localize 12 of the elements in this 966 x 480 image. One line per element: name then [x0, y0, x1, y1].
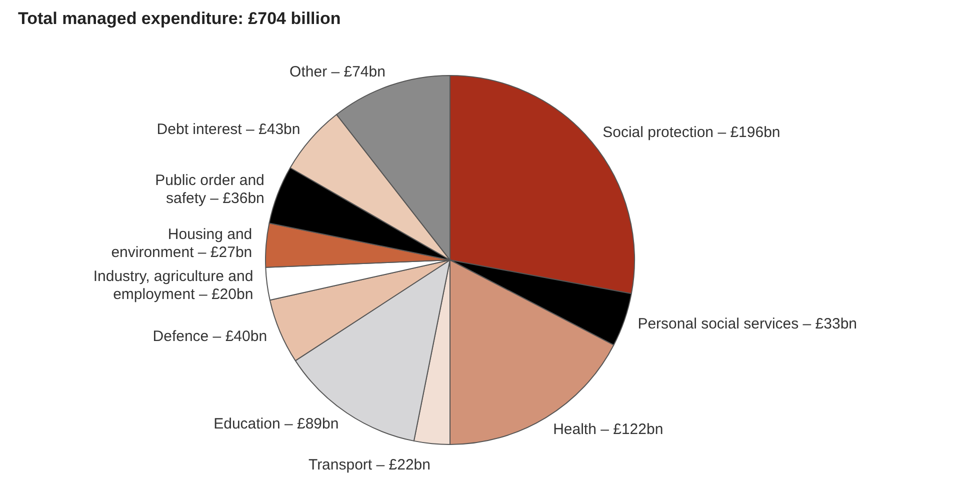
slice-label: Public order and safety – £36bn [155, 172, 264, 207]
slice-label: Defence – £40bn [152, 328, 268, 346]
slice-label: Housing and environment – £27bn [111, 226, 252, 262]
slice-label: Other – £74bn [290, 63, 386, 80]
slice-label: Health – £122bn [553, 420, 664, 438]
slice-label: Personal social services – £33bn [638, 316, 858, 333]
slice-label: Industry, agriculture and employment – £20bn [93, 268, 254, 303]
slice-label: Debt interest – £43bn [156, 120, 300, 138]
chart-title: Total managed expenditure: £704 billion [18, 9, 341, 28]
slice-label: Transport – £22bn [308, 456, 430, 474]
slice-label: Education – £89bn [214, 416, 339, 433]
slice-label: Social protection – £196bn [602, 124, 780, 142]
